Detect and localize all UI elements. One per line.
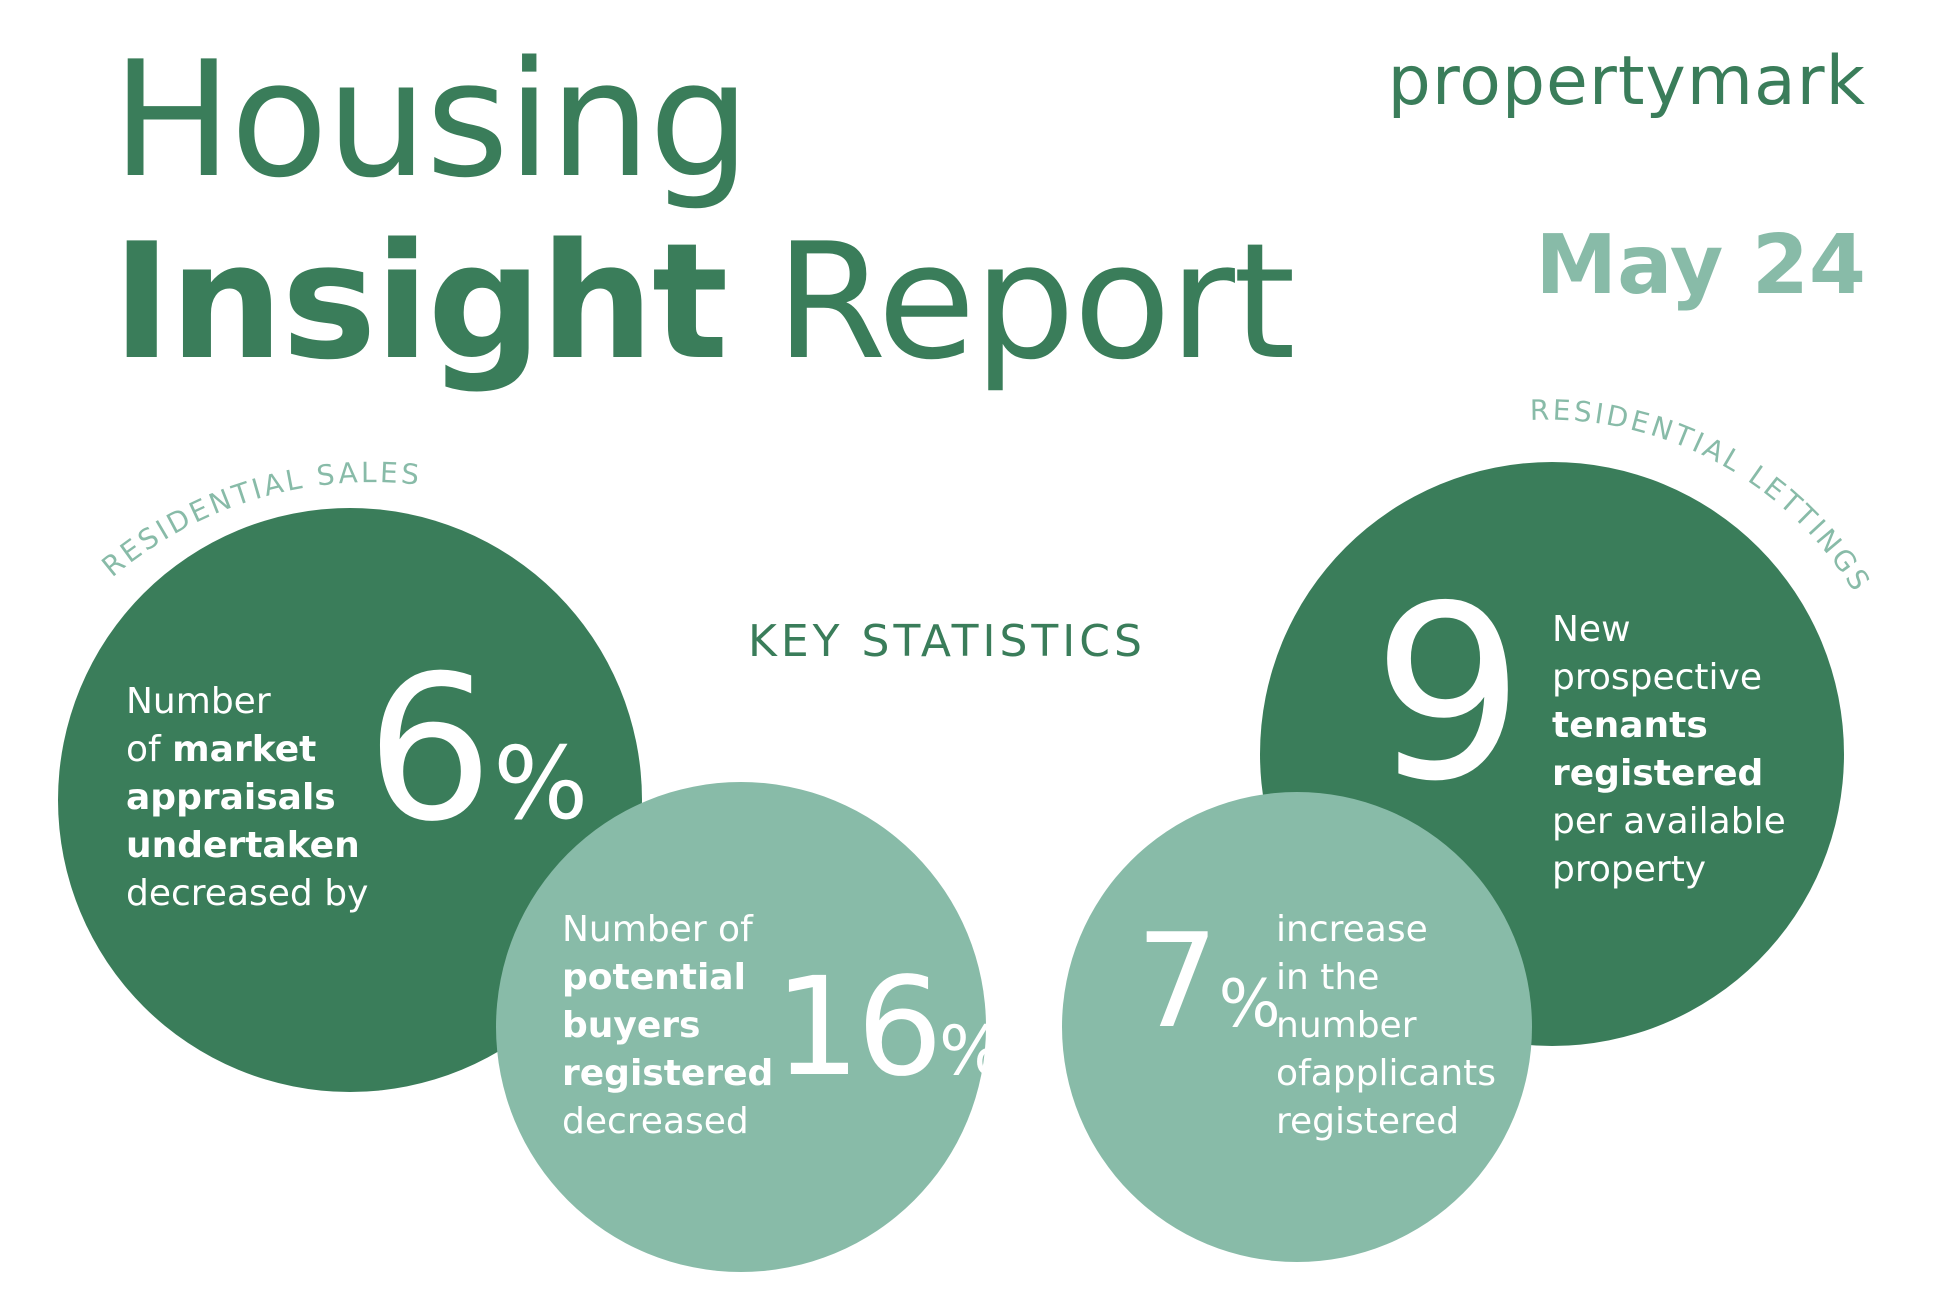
stat-text-line: potential <box>562 957 746 998</box>
stat-text-line: registered <box>562 1053 774 1094</box>
applicants-value: 7% <box>1136 905 1281 1057</box>
stat-text-line: Number of <box>562 909 753 950</box>
potential-buyers-value: 16% <box>774 949 1004 1107</box>
stat-text-line: number <box>1276 1005 1417 1046</box>
stat-text-line: ofapplicants <box>1276 1053 1497 1094</box>
potential-buyers-circle <box>496 782 986 1272</box>
brand-logo: propertymark <box>1387 42 1866 121</box>
stat-text-line: buyers <box>562 1005 701 1046</box>
stat-text-line: New <box>1552 609 1631 650</box>
stat-text-line: property <box>1552 849 1707 890</box>
stat-text-line: decreased by <box>126 873 369 914</box>
stat-text-line: registered <box>1276 1101 1460 1142</box>
applicants-circle <box>1062 792 1532 1262</box>
stat-text-line: in the <box>1276 957 1380 998</box>
stat-text-line: Number <box>126 681 271 722</box>
stat-text-line: of market <box>126 729 317 770</box>
market-appraisals-description: Number of market appraisals undertaken d… <box>126 678 368 918</box>
stat-text-line: per available <box>1552 801 1786 842</box>
stat-text-line: increase <box>1276 909 1428 950</box>
report-title-bold-word: Insight <box>112 208 728 395</box>
report-title-line-1: Housing <box>112 26 750 213</box>
prospective-tenants-value: 9 <box>1372 554 1525 834</box>
stat-text-line: appraisals <box>126 777 336 818</box>
report-date: May 24 <box>1535 218 1866 313</box>
stat-text-line: tenants <box>1552 705 1708 746</box>
market-appraisals-value: 6% <box>366 633 589 866</box>
report-title-line-2: Insight Report <box>112 222 1296 382</box>
applicants-description: increase in the number ofapplicants regi… <box>1276 906 1496 1146</box>
stat-text-line: registered <box>1552 753 1764 794</box>
stat-text-line: decreased <box>562 1101 749 1142</box>
prospective-tenants-description: New prospective tenants registered per a… <box>1552 606 1786 894</box>
stat-text-line: undertaken <box>126 825 360 866</box>
stat-text-line: prospective <box>1552 657 1763 698</box>
potential-buyers-description: Number of potential buyers registered de… <box>562 906 773 1146</box>
report-title-rest: Report <box>726 208 1295 395</box>
key-statistics-heading: KEY STATISTICS <box>748 616 1146 667</box>
